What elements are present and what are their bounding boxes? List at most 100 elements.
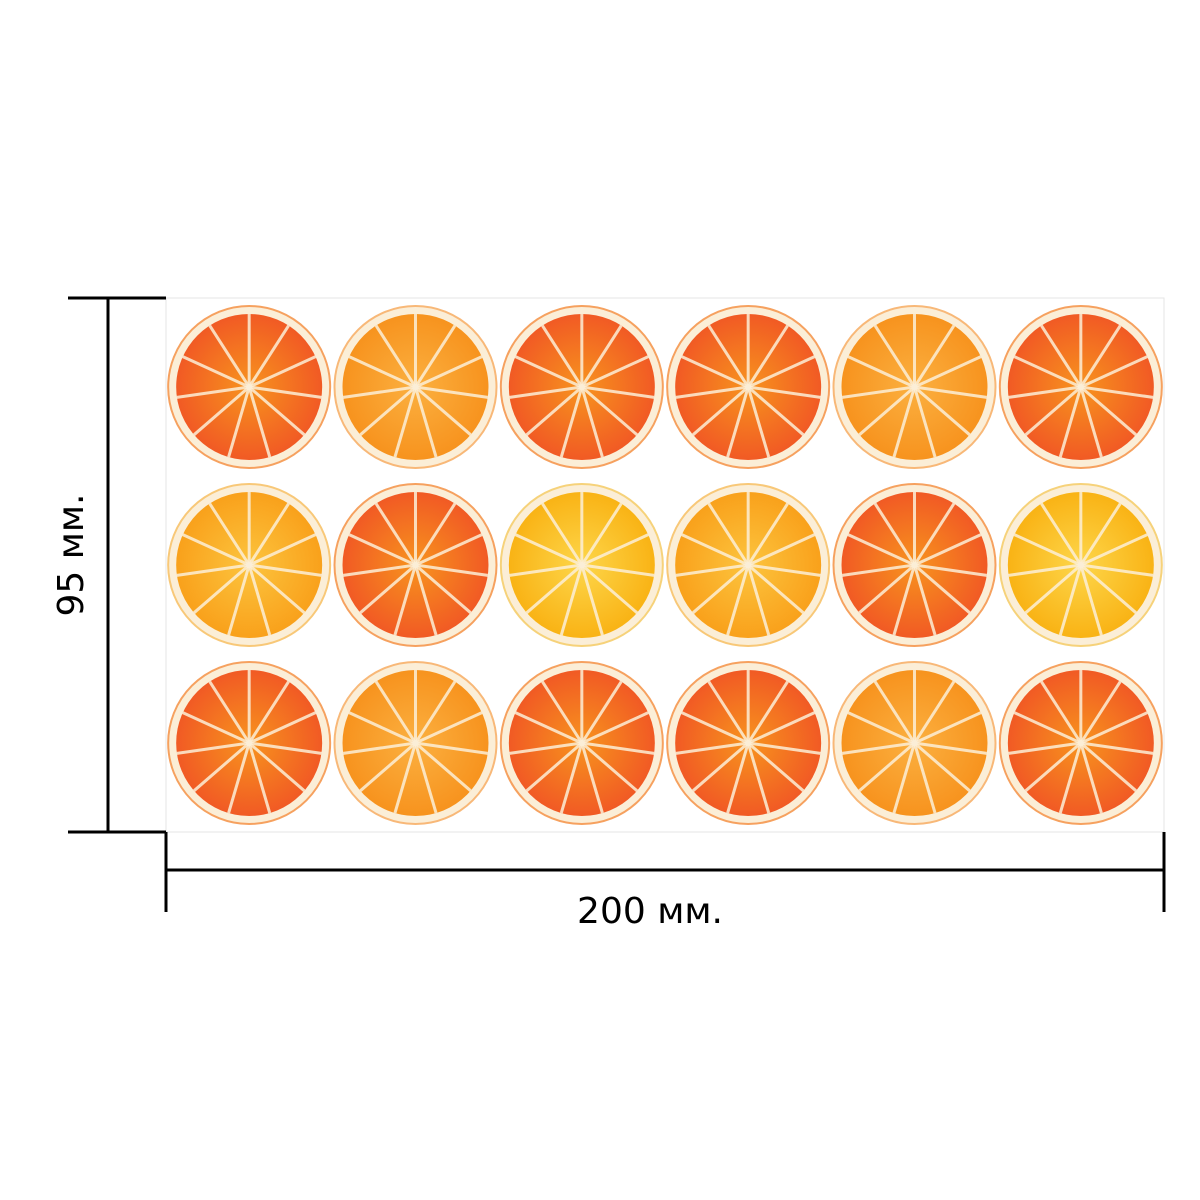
segment-divider [847, 355, 916, 389]
segment-divider [1040, 680, 1083, 744]
segment-divider [182, 711, 250, 745]
orange-slice [998, 305, 1163, 469]
segment-divider [746, 386, 771, 458]
segment-divider [1079, 385, 1137, 436]
segment-divider [726, 386, 750, 458]
segment-divider [873, 680, 916, 744]
segment-divider [1079, 680, 1122, 744]
segment-divider [414, 385, 472, 436]
segment-divider [1024, 385, 1082, 436]
segment-divider [414, 563, 472, 614]
slice-core [246, 740, 253, 746]
segment-divider [1013, 533, 1082, 567]
segment-divider [1008, 563, 1082, 577]
tile-panel [165, 297, 1165, 833]
segment-divider [746, 502, 789, 566]
segment-divider [359, 741, 417, 792]
segment-divider [580, 386, 604, 458]
segment-divider [858, 385, 916, 436]
segment-divider [747, 563, 821, 577]
slice-core [745, 562, 752, 568]
segment-divider [747, 533, 816, 567]
segment-divider [514, 711, 583, 745]
segment-divider [208, 324, 251, 388]
orange-slice [499, 305, 664, 469]
segment-divider [414, 355, 483, 389]
segment-divider [525, 563, 583, 614]
segment-divider [675, 385, 749, 399]
segment-divider [1013, 711, 1082, 745]
segment-divider [580, 385, 638, 436]
segment-divider [842, 563, 915, 577]
segment-divider [1079, 742, 1103, 814]
segment-divider [747, 385, 805, 436]
segment-divider [580, 324, 623, 388]
segment-divider [248, 711, 317, 745]
segment-divider [913, 324, 956, 388]
segment-divider [1079, 386, 1103, 458]
segment-divider [247, 680, 290, 744]
segment-divider [1008, 385, 1082, 399]
segment-divider [343, 385, 416, 399]
orange-slice [832, 305, 997, 469]
segment-divider [559, 742, 584, 814]
segment-divider [248, 533, 317, 567]
segment-divider [415, 563, 488, 577]
segment-divider [343, 563, 416, 577]
orange-slice [167, 305, 332, 469]
segment-divider [1058, 564, 1083, 636]
width-dimension [164, 832, 1166, 912]
segment-divider [581, 711, 649, 745]
segment-divider [1024, 741, 1082, 792]
segment-divider [374, 502, 417, 566]
segment-divider [393, 564, 417, 636]
segment-divider [580, 741, 638, 792]
orange-slice [832, 661, 997, 825]
segment-divider [681, 355, 749, 389]
segment-divider [559, 564, 584, 636]
segment-divider [393, 742, 417, 814]
segment-divider [581, 563, 655, 577]
orange-slice [666, 483, 831, 647]
segment-divider [1013, 355, 1082, 389]
segment-divider [842, 385, 915, 399]
segment-divider [675, 741, 749, 755]
segment-divider [692, 385, 750, 436]
segment-divider [746, 564, 771, 636]
segment-divider [208, 680, 251, 744]
segment-divider [746, 680, 789, 744]
width-dimension-label: 200 мм. [577, 891, 723, 932]
segment-divider [842, 741, 915, 755]
segment-divider [858, 741, 916, 792]
segment-divider [393, 386, 417, 458]
slice-core [412, 562, 419, 568]
segment-divider [914, 385, 987, 399]
segment-divider [581, 385, 655, 399]
segment-divider [193, 385, 251, 436]
segment-divider [1024, 563, 1082, 614]
segment-divider [414, 324, 457, 388]
segment-divider [359, 563, 417, 614]
segment-divider [1080, 741, 1154, 755]
segment-divider [747, 741, 805, 792]
orange-slice [333, 483, 498, 647]
segment-divider [248, 385, 322, 399]
segment-divider [692, 741, 750, 792]
slice-core [911, 562, 918, 568]
segment-divider [415, 385, 488, 399]
segment-divider [227, 564, 251, 636]
orange-slice [666, 661, 831, 825]
segment-divider [1079, 324, 1122, 388]
segment-divider [541, 680, 584, 744]
segment-divider [746, 324, 789, 388]
segment-divider [1058, 386, 1083, 458]
segment-divider [747, 355, 816, 389]
segment-divider [873, 324, 916, 388]
segment-divider [914, 563, 987, 577]
segment-divider [580, 502, 623, 566]
segment-divider [247, 564, 272, 636]
segment-divider [182, 355, 250, 389]
slice-core [412, 384, 419, 390]
segment-divider [414, 533, 483, 567]
